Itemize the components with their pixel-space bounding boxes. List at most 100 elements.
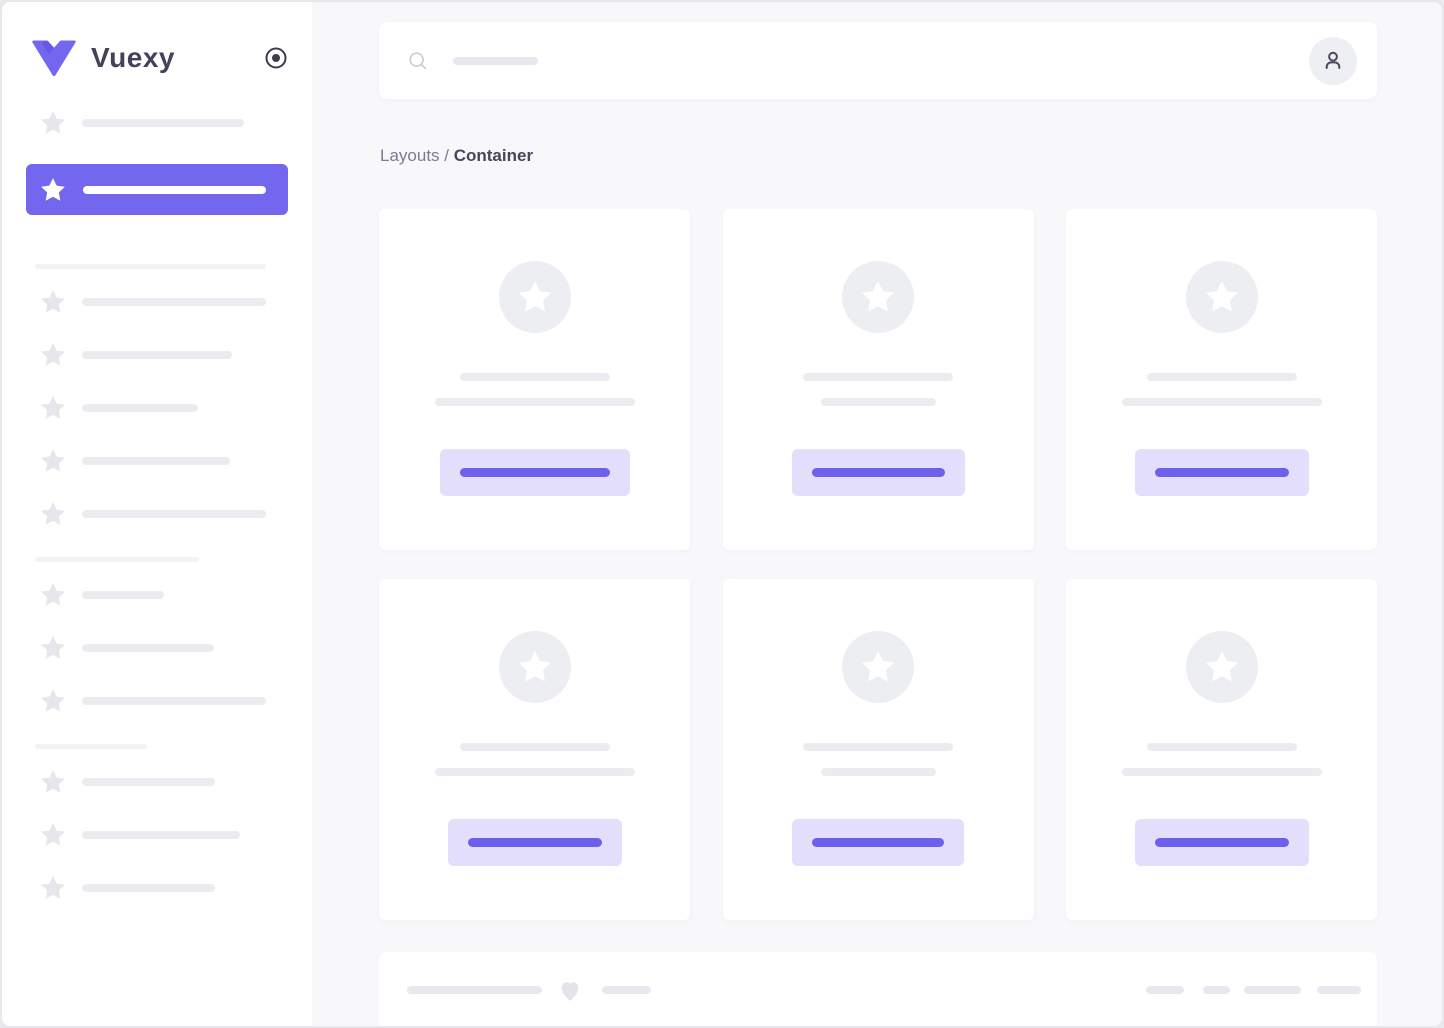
breadcrumb-parent[interactable]: Layouts	[380, 146, 440, 165]
sidebar-item[interactable]	[39, 636, 288, 660]
star-icon	[859, 278, 897, 316]
card-avatar-circle	[1185, 261, 1258, 333]
breadcrumb-separator: /	[439, 146, 454, 165]
card-action-button[interactable]	[439, 449, 630, 496]
card-button-label-skeleton	[459, 468, 610, 477]
card	[722, 209, 1034, 550]
card-avatar-circle	[842, 631, 914, 703]
card-action-button[interactable]	[447, 819, 622, 866]
card-avatar-circle	[498, 261, 571, 333]
card	[379, 209, 690, 550]
sidebar-item-label-skeleton	[82, 457, 230, 465]
search-placeholder-skeleton	[453, 56, 538, 65]
vuexy-v-logo	[32, 40, 76, 77]
card-subtitle-skeleton	[1121, 398, 1322, 406]
star-icon	[39, 288, 67, 316]
sidebar-item[interactable]	[39, 823, 288, 847]
user-icon	[1320, 48, 1346, 74]
card	[722, 579, 1034, 920]
sidebar-item-label-skeleton	[82, 831, 240, 839]
sidebar-item-active[interactable]	[26, 164, 288, 215]
card-title-skeleton	[459, 743, 610, 751]
sidebar-item-label-skeleton	[82, 697, 266, 705]
sidebar-item[interactable]	[39, 689, 288, 713]
card-subtitle-skeleton	[1121, 768, 1322, 776]
star-icon	[39, 821, 67, 849]
topbar	[379, 22, 1377, 99]
card-button-label-skeleton	[467, 838, 602, 847]
star-icon	[39, 500, 67, 528]
card-avatar-circle	[1185, 631, 1258, 703]
sidebar-item[interactable]	[39, 876, 288, 900]
star-icon	[39, 634, 67, 662]
brand-title: Vuexy	[91, 42, 175, 73]
footer-text-skeleton	[407, 986, 542, 994]
star-icon	[39, 768, 67, 796]
card-title-skeleton	[803, 743, 953, 751]
card-action-button[interactable]	[1134, 819, 1309, 866]
heart-icon	[557, 977, 583, 1003]
sidebar-item-label-skeleton	[82, 351, 232, 359]
sidebar-nav	[2, 111, 312, 929]
star-icon	[516, 278, 554, 316]
footer-text-skeleton	[602, 986, 651, 994]
sidebar-item[interactable]	[39, 343, 288, 367]
sidebar-item-label-skeleton	[82, 644, 214, 652]
star-icon	[1203, 278, 1241, 316]
card-title-skeleton	[803, 373, 953, 381]
sidebar-item-label-skeleton	[82, 884, 215, 892]
footer-link-skeleton	[1244, 986, 1301, 994]
card-action-button[interactable]	[791, 449, 965, 496]
sidebar-item[interactable]	[39, 770, 288, 794]
card-subtitle-skeleton	[820, 768, 936, 776]
card-button-label-skeleton	[812, 838, 944, 847]
star-icon	[39, 109, 67, 137]
brand-header: Vuexy	[32, 34, 288, 82]
footer-left	[407, 977, 651, 1003]
sidebar-item[interactable]	[39, 502, 288, 526]
sidebar-item-label-skeleton	[82, 591, 164, 599]
star-icon	[39, 874, 67, 902]
sidebar-section-header-skeleton	[35, 744, 147, 749]
sidebar-item-label-skeleton	[82, 404, 198, 412]
star-icon	[39, 581, 67, 609]
footer	[379, 952, 1377, 1026]
star-icon	[39, 447, 67, 475]
search-input[interactable]	[407, 50, 538, 72]
star-icon	[39, 394, 67, 422]
sidebar-section-header-skeleton	[35, 264, 266, 269]
sidebar-item[interactable]	[39, 396, 288, 420]
footer-links	[1146, 986, 1361, 994]
footer-link-skeleton	[1317, 986, 1361, 994]
breadcrumb: Layouts / Container	[380, 146, 533, 166]
sidebar-item-label-skeleton	[82, 778, 215, 786]
card	[379, 579, 690, 920]
card-avatar-circle	[498, 631, 571, 703]
star-icon	[859, 648, 897, 686]
card-title-skeleton	[1146, 373, 1297, 381]
sidebar-item[interactable]	[39, 449, 288, 473]
avatar[interactable]	[1309, 36, 1357, 85]
footer-link-skeleton	[1146, 986, 1184, 994]
star-icon	[516, 648, 554, 686]
card-subtitle-skeleton	[434, 768, 635, 776]
card-title-skeleton	[459, 373, 610, 381]
card-button-label-skeleton	[811, 468, 945, 477]
sidebar-item[interactable]	[39, 583, 288, 607]
search-icon[interactable]	[407, 50, 429, 72]
radio-dot-icon[interactable]	[264, 46, 288, 70]
sidebar: Vuexy	[2, 2, 312, 1026]
sidebar-item[interactable]	[39, 290, 288, 314]
star-icon	[39, 341, 67, 369]
sidebar-item-label-skeleton	[83, 185, 266, 194]
card-avatar-circle	[842, 261, 914, 333]
footer-link-skeleton	[1203, 986, 1230, 994]
sidebar-item[interactable]	[39, 111, 288, 135]
card-title-skeleton	[1146, 743, 1297, 751]
sidebar-section-header-skeleton	[35, 557, 199, 562]
card-action-button[interactable]	[1134, 449, 1309, 496]
star-icon	[39, 176, 67, 204]
card-action-button[interactable]	[792, 819, 964, 866]
card-grid	[379, 209, 1377, 920]
